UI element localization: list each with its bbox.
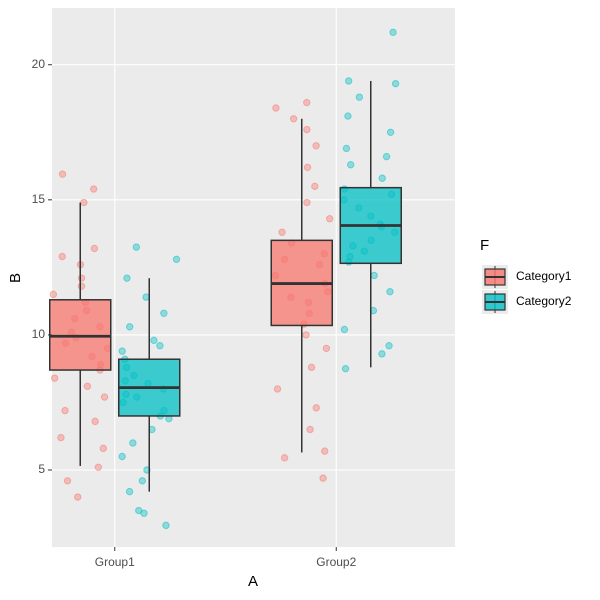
jitter-point (303, 163, 312, 172)
jitter-point (303, 125, 311, 134)
jitter-point (385, 342, 393, 350)
jitter-point (378, 174, 386, 182)
jitter-point (162, 521, 170, 530)
jitter-point (156, 342, 164, 350)
jitter-point (118, 452, 126, 461)
jitter-point (340, 325, 349, 334)
jitter-point (389, 28, 397, 37)
jitter-point (90, 244, 99, 253)
legend-title: F (480, 237, 489, 254)
jitter-point (77, 274, 86, 282)
jitter-point (125, 487, 134, 496)
jitter-point (386, 128, 395, 136)
jitter-point (99, 444, 108, 453)
jitter-point (306, 425, 314, 434)
y-tick-label: 15 (32, 192, 46, 206)
jitter-point (138, 477, 147, 485)
jitter-point (172, 255, 181, 263)
jitter-point (273, 385, 282, 393)
jitter-point (123, 274, 131, 282)
jitter-point (344, 77, 353, 85)
jitter-point (272, 104, 280, 112)
grid (52, 8, 455, 547)
jitter-point (386, 287, 394, 296)
jitter-point (322, 344, 331, 353)
x-axis-title: A (248, 573, 258, 590)
jitter-point (342, 144, 351, 153)
jitter-point (150, 336, 158, 345)
jitter-point (50, 374, 59, 382)
jitter-point (132, 243, 141, 251)
marks (49, 28, 402, 530)
jitter-point (58, 170, 67, 178)
jitter-point (311, 182, 319, 191)
y-axis-title: B (7, 273, 24, 283)
jitter-point (378, 350, 386, 358)
jitter-point (80, 198, 88, 207)
jitter-point (83, 382, 92, 390)
jitter-point (94, 463, 103, 471)
jitter-point (319, 474, 327, 482)
jitter-point (160, 309, 168, 317)
x-tick-label: Group2 (316, 555, 356, 569)
jitter-point (91, 417, 99, 426)
jitter-point (57, 433, 65, 442)
jitter-point (142, 293, 150, 301)
y-tick-label: 20 (32, 57, 46, 71)
jitter-point (344, 112, 352, 120)
jitter-point (391, 79, 400, 88)
jitter-point (312, 142, 320, 150)
jitter-point (74, 493, 82, 501)
panel (52, 8, 455, 547)
jitter-point (346, 161, 355, 169)
jitter-point (307, 363, 316, 372)
x-tick-label: Group1 (95, 555, 135, 569)
jitter-point (341, 364, 350, 373)
jitter-point (312, 404, 320, 412)
jitter-point (49, 290, 58, 299)
jitter-point (280, 454, 289, 462)
legend-label: Category2 (516, 294, 572, 308)
jitter-point (135, 506, 143, 515)
jitter-point (118, 347, 126, 355)
jitter-point (382, 152, 391, 161)
jitter-point (355, 93, 364, 101)
jitter-point (289, 115, 298, 123)
jitter-point (61, 406, 69, 415)
y-tick-label: 5 (38, 462, 45, 476)
jitter-point (278, 228, 286, 236)
jitter-point (325, 215, 334, 223)
jitter-point (77, 282, 86, 290)
jitter-point (320, 447, 329, 455)
y-tick-label: 10 (32, 327, 46, 341)
jitter-point (63, 477, 72, 485)
jitter-point (303, 198, 311, 207)
legend-label: Category1 (516, 269, 572, 283)
jitter-point (89, 185, 98, 193)
jitter-point (125, 323, 134, 331)
jitter-point (129, 439, 137, 447)
jitter-point (302, 331, 310, 339)
jitter-point (58, 252, 66, 261)
jitter-point (100, 393, 109, 401)
jitter-point (370, 271, 378, 280)
jitter-point (303, 98, 311, 107)
